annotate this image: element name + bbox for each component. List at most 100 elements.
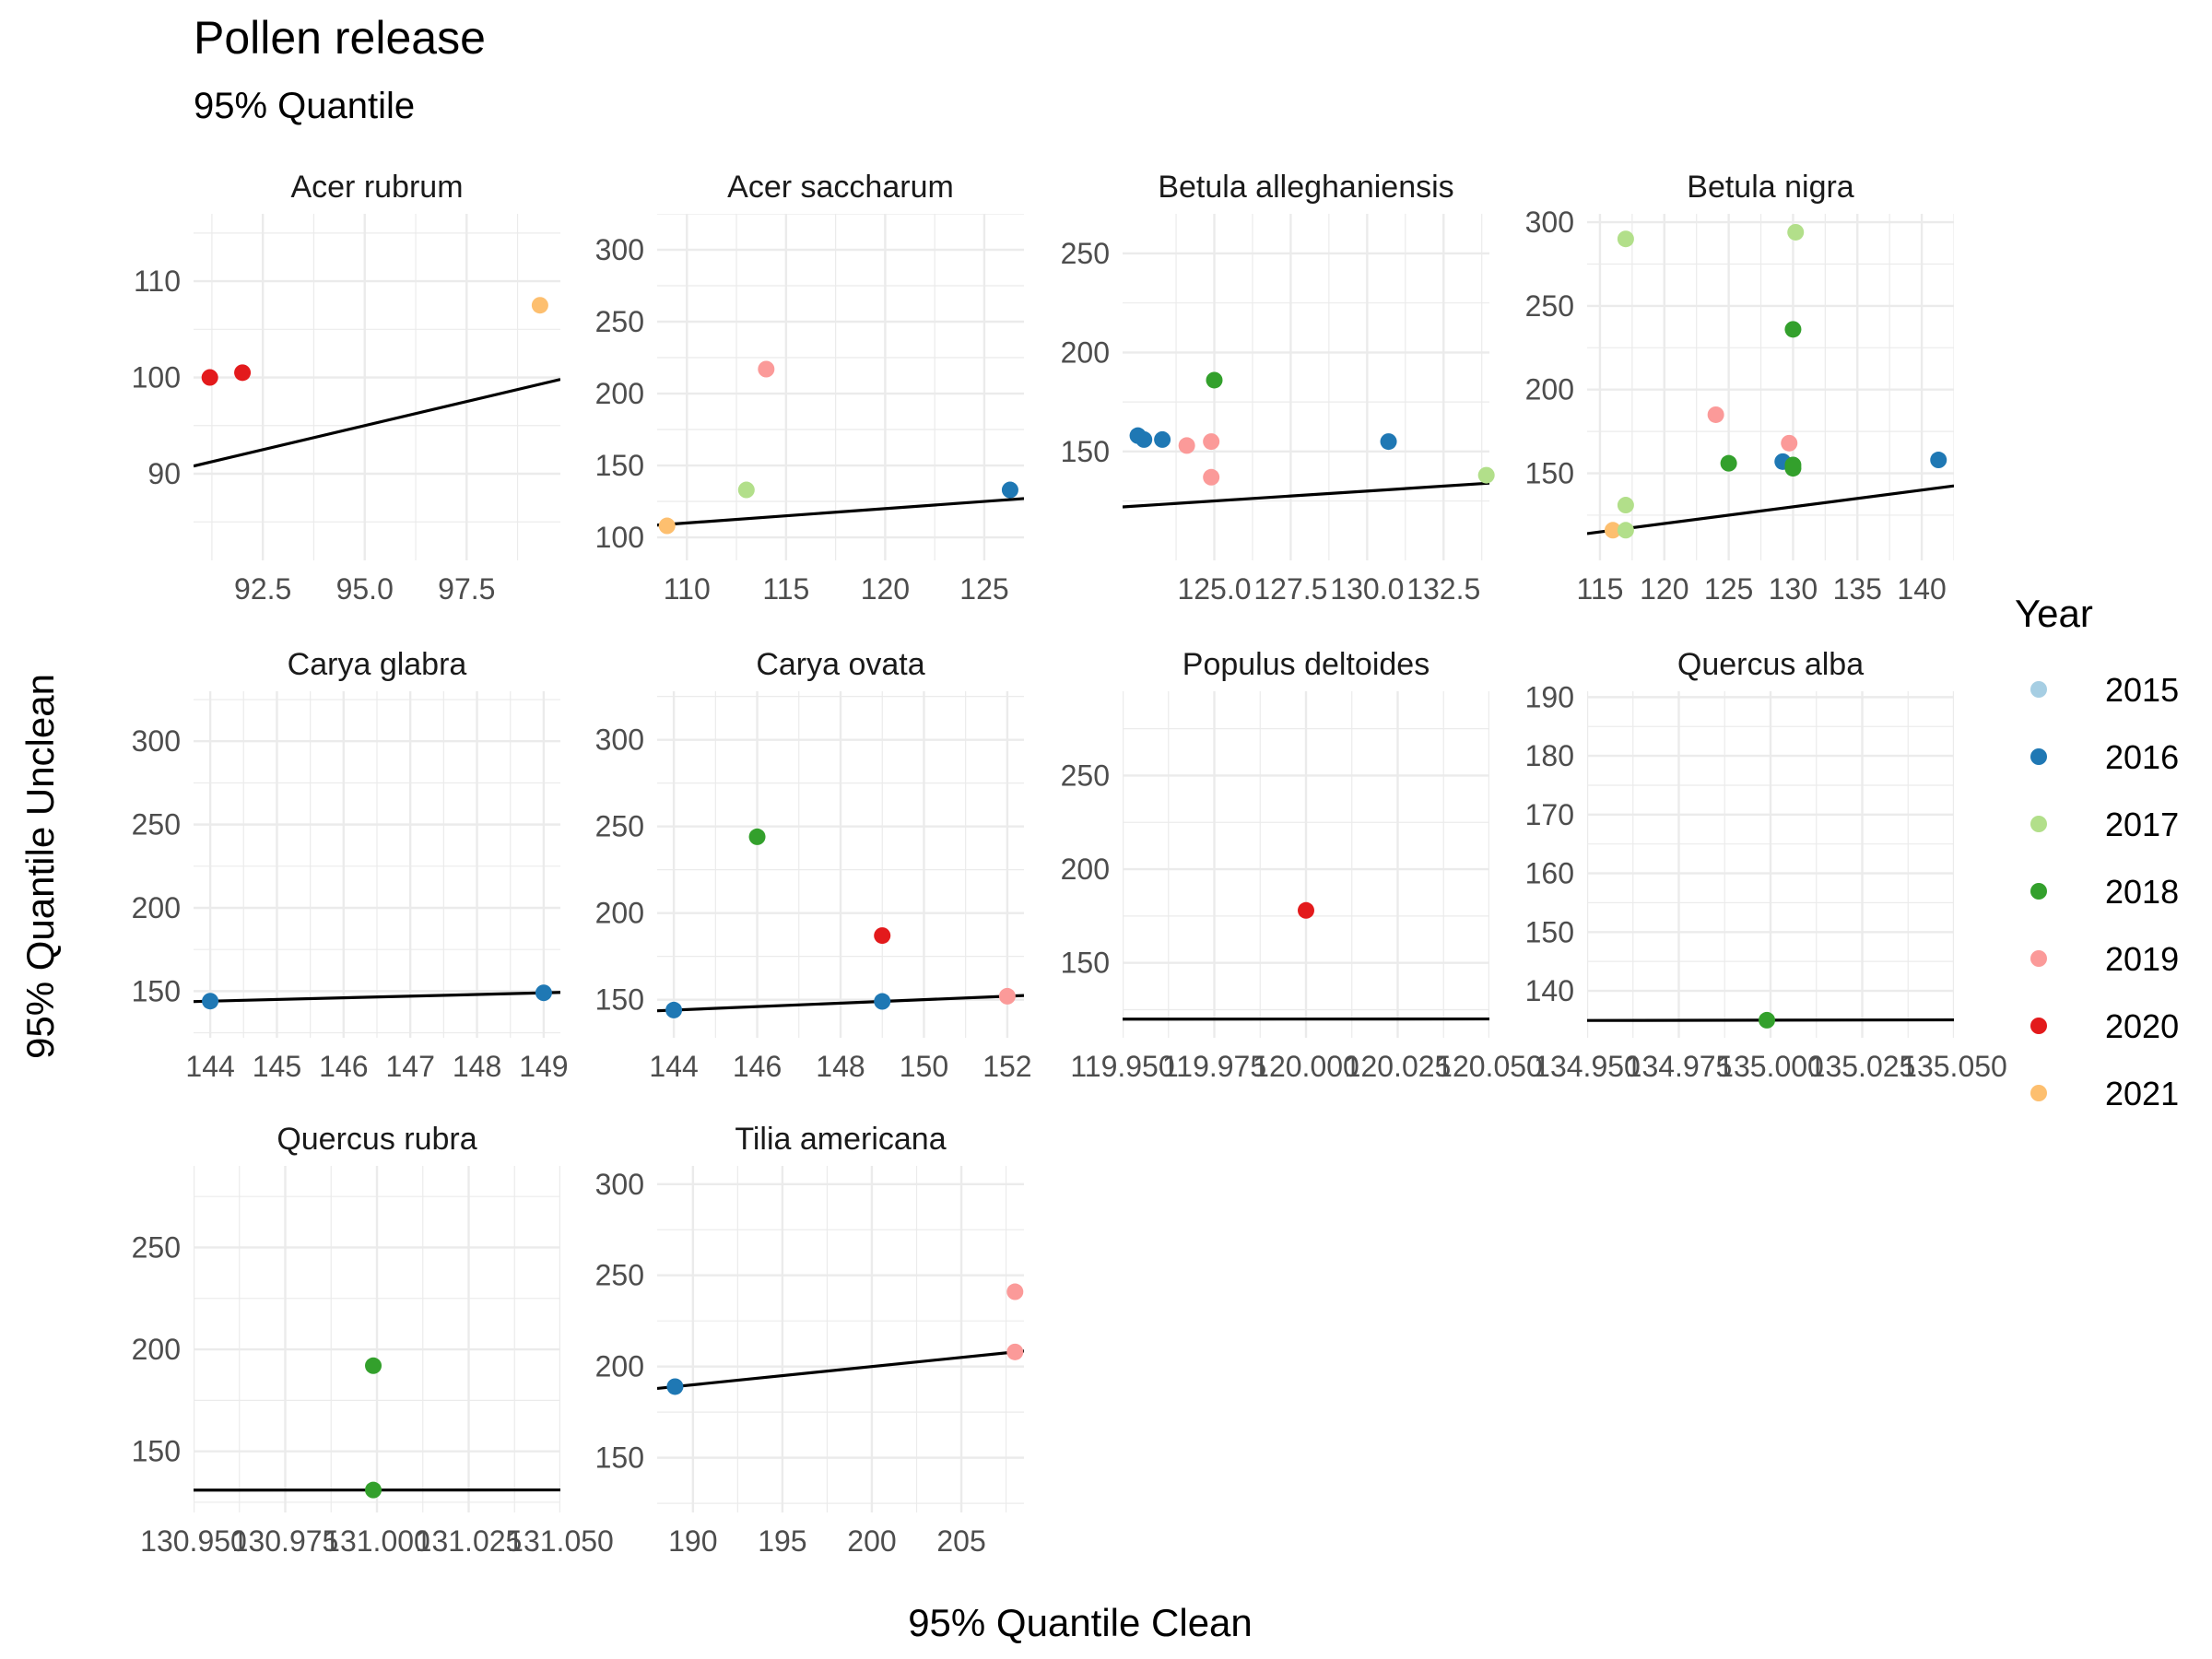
x-tick-label: 152 (982, 1050, 1031, 1083)
y-tick-label: 300 (595, 1168, 644, 1201)
legend-label: 2020 (2105, 1007, 2179, 1045)
strip-label: Acer saccharum (727, 170, 954, 205)
identity-line (657, 497, 1024, 527)
x-tick-label: 144 (185, 1050, 234, 1083)
point-2018 (1206, 371, 1223, 389)
point-2021 (658, 517, 676, 535)
y-tick-label: 250 (1061, 237, 1110, 270)
legend-label: 2021 (2105, 1075, 2179, 1112)
x-tick-label: 135 (1833, 572, 1882, 606)
point-2018 (748, 828, 766, 845)
x-tick-label: 135.000 (1717, 1050, 1824, 1083)
x-tick-label: 130.950 (140, 1524, 247, 1558)
panel-grid (1587, 691, 1954, 1038)
y-tick-label: 250 (1061, 759, 1110, 792)
point-2019 (1006, 1343, 1024, 1360)
y-tick-label: 200 (595, 897, 644, 930)
y-tick-label: 150 (595, 1441, 644, 1475)
panel-grid (194, 691, 560, 1038)
point-2020 (234, 364, 252, 382)
y-tick-label: 150 (1525, 457, 1574, 490)
strip-label: Betula alleghaniensis (1158, 170, 1453, 205)
x-tick-label: 135.025 (1809, 1050, 1916, 1083)
x-tick-label: 120.025 (1345, 1050, 1452, 1083)
y-tick-label: 150 (595, 983, 644, 1017)
y-tick-label: 180 (1525, 739, 1574, 772)
point-2016 (535, 984, 552, 1002)
x-tick-label: 95.0 (336, 572, 394, 606)
point-2018 (1784, 460, 1802, 477)
legend-item-2015: 2015 (2030, 671, 2179, 709)
x-tick-label: 200 (847, 1524, 896, 1558)
panel-grid (1123, 214, 1489, 560)
point-2018 (1784, 321, 1802, 338)
legend-label: 2019 (2105, 940, 2179, 978)
strip-label: Populus deltoides (1182, 647, 1430, 682)
legend-label: 2015 (2105, 671, 2179, 709)
legend-label: 2017 (2105, 806, 2179, 843)
legend-label: 2018 (2105, 873, 2179, 911)
point-2016 (202, 993, 219, 1010)
strip-label: Tilia americana (735, 1122, 946, 1157)
x-tick-label: 130.0 (1330, 572, 1404, 606)
panel-grid (194, 1166, 560, 1512)
panel-acer-rubrum: Acer rubrum 92.5 95.0 97.5 90 100 110 (132, 170, 560, 606)
x-tick-label: 131.050 (507, 1524, 614, 1558)
x-tick-label: 115 (762, 572, 809, 606)
point-2020 (1298, 901, 1314, 919)
y-tick-label: 200 (1061, 853, 1110, 886)
legend-item-2017: 2017 (2030, 806, 2179, 843)
point-2019 (1781, 434, 1798, 452)
point-2021 (1604, 522, 1621, 539)
x-tick-label: 190 (668, 1524, 717, 1558)
panel-grid (194, 214, 560, 560)
chart-title: Pollen release (194, 12, 486, 64)
y-tick-label: 110 (134, 265, 181, 298)
x-tick-label: 148 (453, 1050, 501, 1083)
point-2017 (1617, 497, 1634, 514)
panel-carya-ovata: Carya ovata 144 146 148 150 152 150 200 250 300 (595, 647, 1032, 1083)
point-2016 (1135, 430, 1153, 448)
point-2016 (1380, 433, 1397, 451)
legend-key (2030, 1085, 2047, 1101)
point-2017 (737, 481, 755, 499)
y-tick-label: 200 (132, 1333, 181, 1366)
strip-label: Quercus alba (1677, 647, 1864, 682)
point-2016 (1930, 452, 1947, 469)
y-tick-label: 200 (595, 377, 644, 410)
identity-line (657, 994, 1024, 1013)
x-tick-label: 131.000 (324, 1524, 430, 1558)
legend-key (2030, 950, 2047, 967)
panel-tilia-americana: Tilia americana 190 195 200 205 150 200 250 300 (595, 1122, 1024, 1558)
legend-item-2018: 2018 (2030, 873, 2179, 911)
point-2020 (201, 369, 218, 386)
panel-quercus-alba: Quercus alba 134.950134.975135.000135.025… (1525, 647, 2007, 1083)
identity-line (1123, 481, 1489, 509)
y-axis-title: 95% Quantile Unclean (18, 674, 62, 1059)
legend-key (2030, 681, 2047, 698)
legend-item-2020: 2020 (2030, 1007, 2179, 1045)
panel-betula-alleghaniensis: Betula alleghaniensis 125.0 127.5 130.0 132.… (1061, 170, 1495, 606)
y-tick-label: 170 (1525, 798, 1574, 831)
x-tick-label: 140 (1897, 572, 1946, 606)
x-tick-label: 146 (733, 1050, 782, 1083)
legend-key (2030, 748, 2047, 765)
point-2019 (1006, 1283, 1024, 1300)
y-tick-label: 250 (132, 808, 181, 841)
point-2019 (1203, 433, 1220, 451)
x-tick-label: 119.975 (1162, 1050, 1266, 1083)
x-tick-label: 119.950 (1070, 1050, 1174, 1083)
x-tick-label: 120 (861, 572, 910, 606)
point-2016 (666, 1378, 684, 1395)
point-2019 (1203, 468, 1220, 486)
y-tick-label: 100 (595, 521, 644, 554)
x-tick-label: 92.5 (234, 572, 291, 606)
point-2016 (1001, 481, 1018, 499)
point-2018 (365, 1357, 382, 1374)
panel-quercus-rubra: Quercus rubra 130.950130.975131.000131.02… (132, 1122, 614, 1558)
point-2019 (758, 360, 775, 378)
y-tick-label: 250 (595, 305, 644, 338)
y-tick-label: 150 (132, 974, 181, 1007)
x-tick-label: 134.975 (1626, 1050, 1733, 1083)
